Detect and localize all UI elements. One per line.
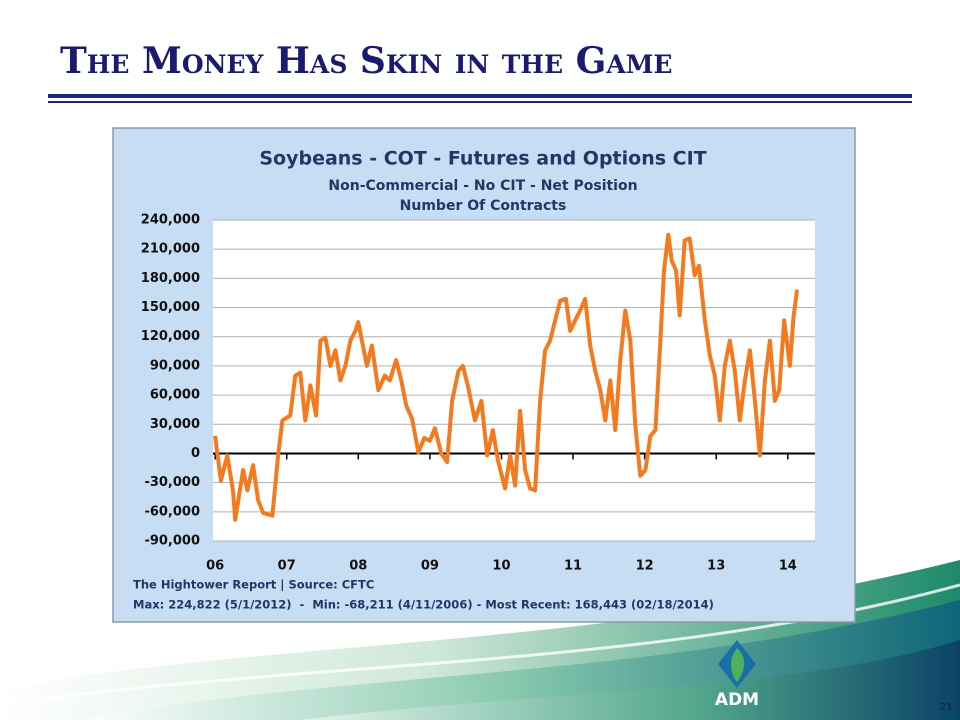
- y-tick-label: 60,000: [150, 388, 200, 403]
- y-tick-label: -30,000: [144, 475, 200, 490]
- swoosh: [300, 640, 960, 720]
- series-line: [213, 232, 800, 522]
- plot: [213, 219, 815, 542]
- x-tick-label: 12: [636, 559, 654, 574]
- y-tick-label: 180,000: [141, 271, 200, 286]
- y-axis-label: Number Of Contracts: [400, 198, 567, 214]
- chart-subtitle: Non-Commercial - No CIT - Net Position: [328, 178, 637, 194]
- y-tick-label: 240,000: [141, 213, 200, 228]
- y-tick-label: 210,000: [141, 242, 200, 257]
- logo-text: ADM: [715, 690, 759, 710]
- x-tick-label: 07: [278, 559, 296, 574]
- chart-title: Soybeans - COT - Futures and Options CIT: [259, 148, 706, 170]
- y-tick-label: 150,000: [141, 300, 200, 315]
- source-note: The Hightower Report | Source: CFTC: [133, 578, 374, 592]
- x-tick-label: 10: [492, 559, 510, 574]
- logo: ADM: [715, 640, 759, 710]
- y-tick-label: 90,000: [150, 358, 200, 373]
- x-tick-label: 09: [421, 559, 439, 574]
- y-tick-label: -60,000: [144, 504, 200, 519]
- x-tick-label: 11: [564, 559, 582, 574]
- y-tick-label: 30,000: [150, 417, 200, 432]
- logo-leaf: [731, 648, 745, 682]
- slide-title: The Money Has Skin in the Game: [60, 40, 672, 82]
- y-tick-label: -90,000: [144, 534, 200, 549]
- page-number: 21: [940, 702, 953, 713]
- x-tick-label: 13: [707, 559, 725, 574]
- x-tick-label: 08: [349, 559, 367, 574]
- title-rule: [48, 101, 912, 103]
- x-tick-label: 14: [779, 559, 797, 574]
- stats-note: Max: 224,822 (5/1/2012) - Min: -68,211 (…: [133, 598, 714, 612]
- y-tick-label: 0: [191, 446, 200, 461]
- title-rule: [48, 94, 912, 98]
- y-tick-label: 120,000: [141, 329, 200, 344]
- x-tick-label: 06: [206, 559, 224, 574]
